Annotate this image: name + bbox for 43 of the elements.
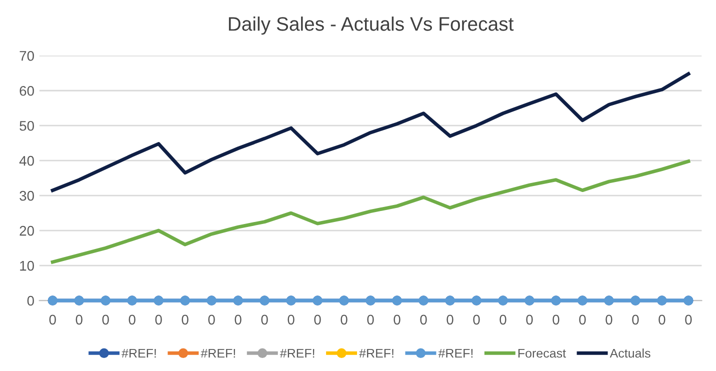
x-tick-label: 0 [446, 314, 454, 325]
x-tick-label: 0 [367, 314, 374, 325]
x-tick-label: 0 [606, 314, 612, 325]
x-tick-label: 0 [155, 314, 162, 325]
y-tick-label: 10 [20, 260, 34, 271]
y-tick-label: 0 [27, 296, 34, 306]
x-tick-label: 0 [261, 314, 268, 325]
x-tick-label: 0 [182, 314, 188, 325]
x-tick-label: 0 [658, 314, 666, 325]
y-tick-label: 70 [20, 50, 34, 61]
x-tick-label: 0 [579, 314, 586, 325]
x-tick-label: 0 [288, 314, 294, 325]
x-tick-label: 0 [500, 314, 506, 325]
legend-label: #REF! [359, 348, 394, 358]
x-tick-label: 0 [420, 314, 427, 325]
x-tick-label: 0 [234, 314, 242, 325]
x-tick-label: 0 [208, 314, 215, 325]
y-tick-label: 20 [20, 226, 34, 236]
x-tick-label: 0 [394, 314, 400, 325]
x-tick-label: 0 [340, 314, 348, 325]
line-series [50, 160, 690, 264]
x-tick-label: 0 [102, 314, 109, 325]
chart-title: Daily Sales - Actuals Vs Forecast [228, 16, 514, 35]
legend-label: #REF! [122, 348, 156, 358]
x-tick-label: 0 [76, 314, 82, 325]
line-series [50, 72, 690, 192]
x-tick-label: 0 [685, 314, 692, 325]
legend-label: #REF! [280, 348, 314, 358]
x-tick-label: 0 [526, 314, 533, 325]
x-tick-label: 0 [473, 314, 480, 325]
x-tick-label: 0 [128, 314, 136, 325]
legend-label: Actuals [610, 348, 650, 358]
x-tick-label: 0 [49, 314, 56, 325]
y-tick-label: 40 [19, 156, 34, 166]
legend-label: Forecast [518, 348, 566, 358]
y-tick-label: 30 [20, 190, 34, 201]
legend-label: #REF! [438, 348, 473, 358]
x-tick-label: 0 [632, 314, 639, 325]
y-tick-label: 60 [20, 86, 34, 96]
x-tick-label: 0 [314, 314, 321, 325]
x-tick-label: 0 [552, 314, 560, 325]
y-tick-label: 50 [20, 120, 34, 131]
legend-label: #REF! [200, 348, 235, 358]
